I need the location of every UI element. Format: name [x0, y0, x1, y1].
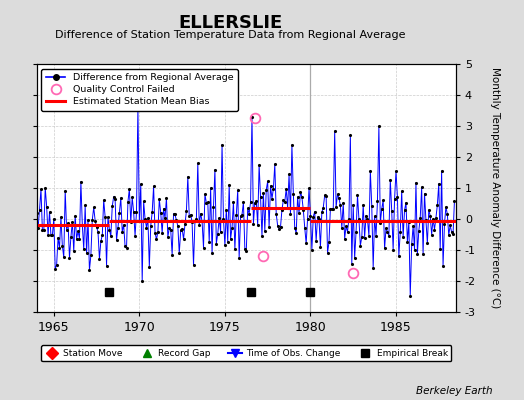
Y-axis label: Monthly Temperature Anomaly Difference (°C): Monthly Temperature Anomaly Difference (… [490, 67, 500, 309]
Text: ELLERSLIE: ELLERSLIE [179, 14, 282, 32]
Legend: Station Move, Record Gap, Time of Obs. Change, Empirical Break: Station Move, Record Gap, Time of Obs. C… [41, 345, 451, 362]
Text: Difference of Station Temperature Data from Regional Average: Difference of Station Temperature Data f… [56, 30, 406, 40]
Text: Berkeley Earth: Berkeley Earth [416, 386, 493, 396]
Legend: Difference from Regional Average, Quality Control Failed, Estimated Station Mean: Difference from Regional Average, Qualit… [41, 69, 238, 111]
